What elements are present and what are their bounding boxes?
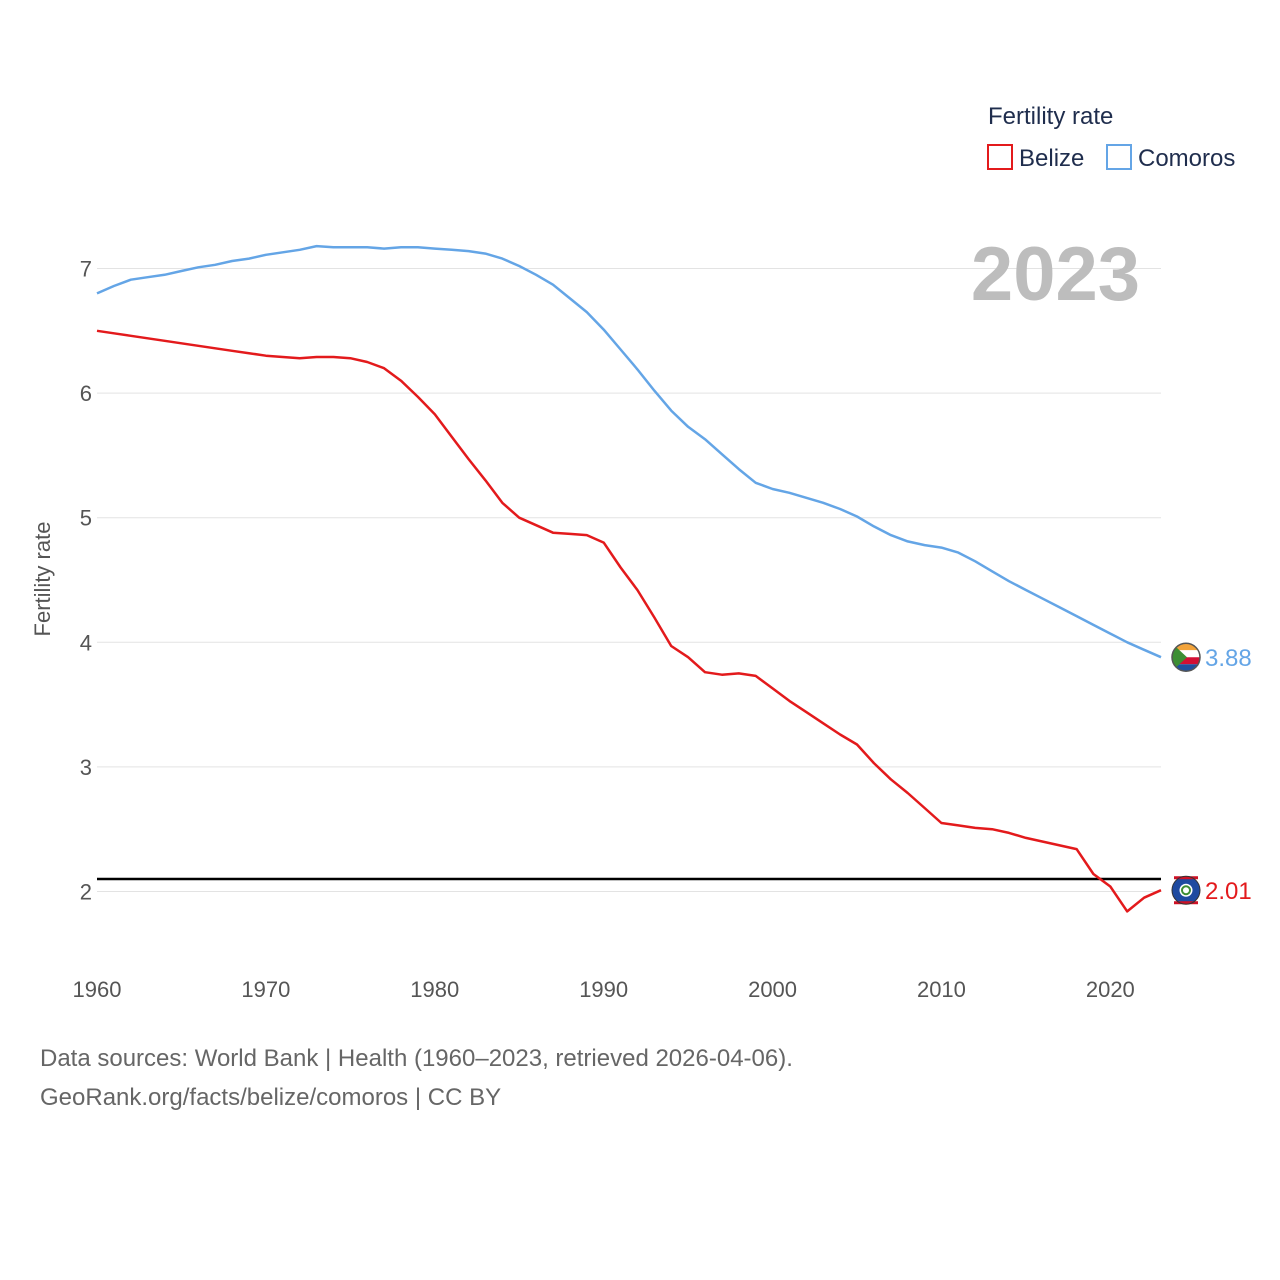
series-line-comoros[interactable] [96, 244, 1162, 659]
source-link[interactable]: GeoRank.org/facts/belize/comoros | CC BY [40, 1084, 502, 1111]
y-tick-label-2: 2 [80, 879, 92, 904]
y-tick-label-5: 5 [80, 506, 92, 531]
series-layer [96, 244, 1162, 913]
x-tick-label-2010: 2010 [917, 977, 966, 1002]
belize-flag-icon [1171, 875, 1201, 905]
legend-item-belize[interactable]: Belize [987, 144, 1084, 172]
y-tick-label-3: 3 [80, 755, 92, 780]
x-tick-label-1990: 1990 [579, 977, 628, 1002]
data-source-note: Data sources: World Bank | Health (1960–… [40, 1045, 793, 1072]
belize-end-value: 2.01 [1205, 878, 1252, 905]
comoros-end-value: 3.88 [1205, 645, 1252, 672]
legend-title: Fertility rate [988, 103, 1113, 130]
legend-swatch-belize [987, 144, 1013, 170]
x-tick-label-1970: 1970 [241, 977, 290, 1002]
grid [97, 268, 1161, 892]
y-axis-title: Fertility rate [30, 522, 55, 637]
y-axis-ticks: 2 3 4 5 6 7 [80, 257, 92, 905]
x-axis-ticks: 1960 1970 1980 1990 2000 2010 2020 [73, 977, 1135, 1002]
y-tick-label-6: 6 [80, 381, 92, 406]
y-tick-label-7: 7 [80, 257, 92, 282]
x-tick-label-1980: 1980 [410, 977, 459, 1002]
end-markers: 3.88 2.01 [1171, 642, 1252, 905]
x-tick-label-2000: 2000 [748, 977, 797, 1002]
legend-label-comoros: Comoros [1138, 145, 1235, 172]
legend: Fertility rate Belize Comoros [987, 103, 1235, 172]
comoros-flag-stripes [1172, 643, 1200, 672]
legend-swatch-comoros [1106, 144, 1132, 170]
x-tick-label-2020: 2020 [1086, 977, 1135, 1002]
series-line-belize[interactable] [96, 329, 1162, 913]
comoros-flag-icon [1171, 642, 1201, 672]
legend-label-belize: Belize [1019, 145, 1084, 172]
y-tick-label-4: 4 [80, 630, 92, 655]
legend-item-comoros[interactable]: Comoros [1106, 144, 1235, 172]
x-tick-label-1960: 1960 [73, 977, 122, 1002]
year-label: 2023 [971, 232, 1140, 317]
